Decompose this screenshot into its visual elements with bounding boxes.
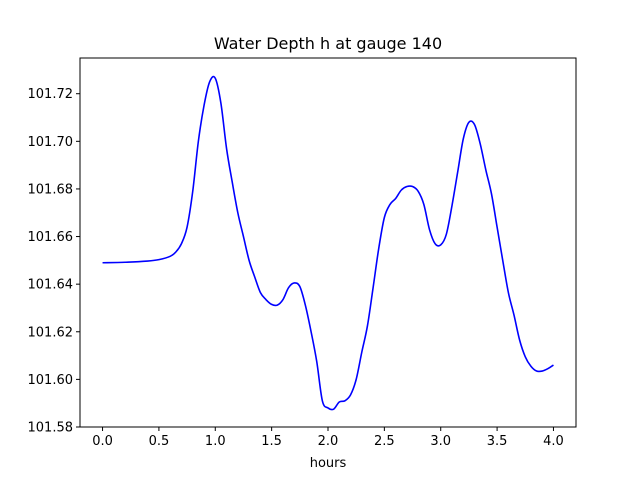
y-tick-label: 101.58	[28, 421, 74, 436]
x-axis-ticks: 0.0 0.5 1.0 1.5 2.0 2.5 3.0 3.5 4.0	[92, 427, 564, 449]
y-tick-label: 101.60	[28, 373, 74, 388]
series-line-0	[102, 75, 554, 411]
y-axis-ticks: 101.58 101.60 101.62 101.64 101.66 101.68 101.…	[28, 87, 80, 436]
x-tick-label: 2.0	[318, 434, 339, 449]
series-lines	[102, 75, 554, 411]
y-tick-label: 101.68	[28, 182, 74, 197]
chart-title: Water Depth h at gauge 140	[214, 34, 442, 53]
x-tick-label: 3.5	[487, 434, 508, 449]
y-tick-label: 101.66	[28, 230, 74, 245]
y-tick-label: 101.62	[28, 325, 74, 340]
x-tick-label: 4.0	[543, 434, 564, 449]
plot-frame	[79, 57, 577, 428]
x-tick-label: 1.5	[261, 434, 282, 449]
x-axis-label: hours	[310, 456, 347, 471]
x-tick-label: 3.0	[430, 434, 451, 449]
x-tick-label: 0.5	[149, 434, 170, 449]
x-tick-label: 1.0	[205, 434, 226, 449]
x-tick-label: 2.5	[374, 434, 395, 449]
y-tick-label: 101.72	[28, 87, 74, 102]
x-tick-label: 0.0	[92, 434, 113, 449]
y-tick-label: 101.64	[28, 278, 74, 293]
y-tick-label: 101.70	[28, 135, 74, 150]
